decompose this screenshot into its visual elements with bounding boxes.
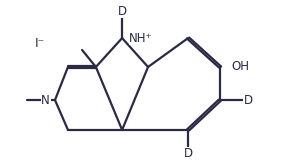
Text: D: D: [244, 94, 253, 107]
Text: OH: OH: [232, 60, 250, 73]
Text: D: D: [118, 5, 127, 18]
Text: I⁻: I⁻: [34, 37, 45, 50]
Text: NH⁺: NH⁺: [129, 32, 153, 45]
Text: N: N: [41, 94, 50, 107]
Text: D: D: [184, 147, 193, 160]
